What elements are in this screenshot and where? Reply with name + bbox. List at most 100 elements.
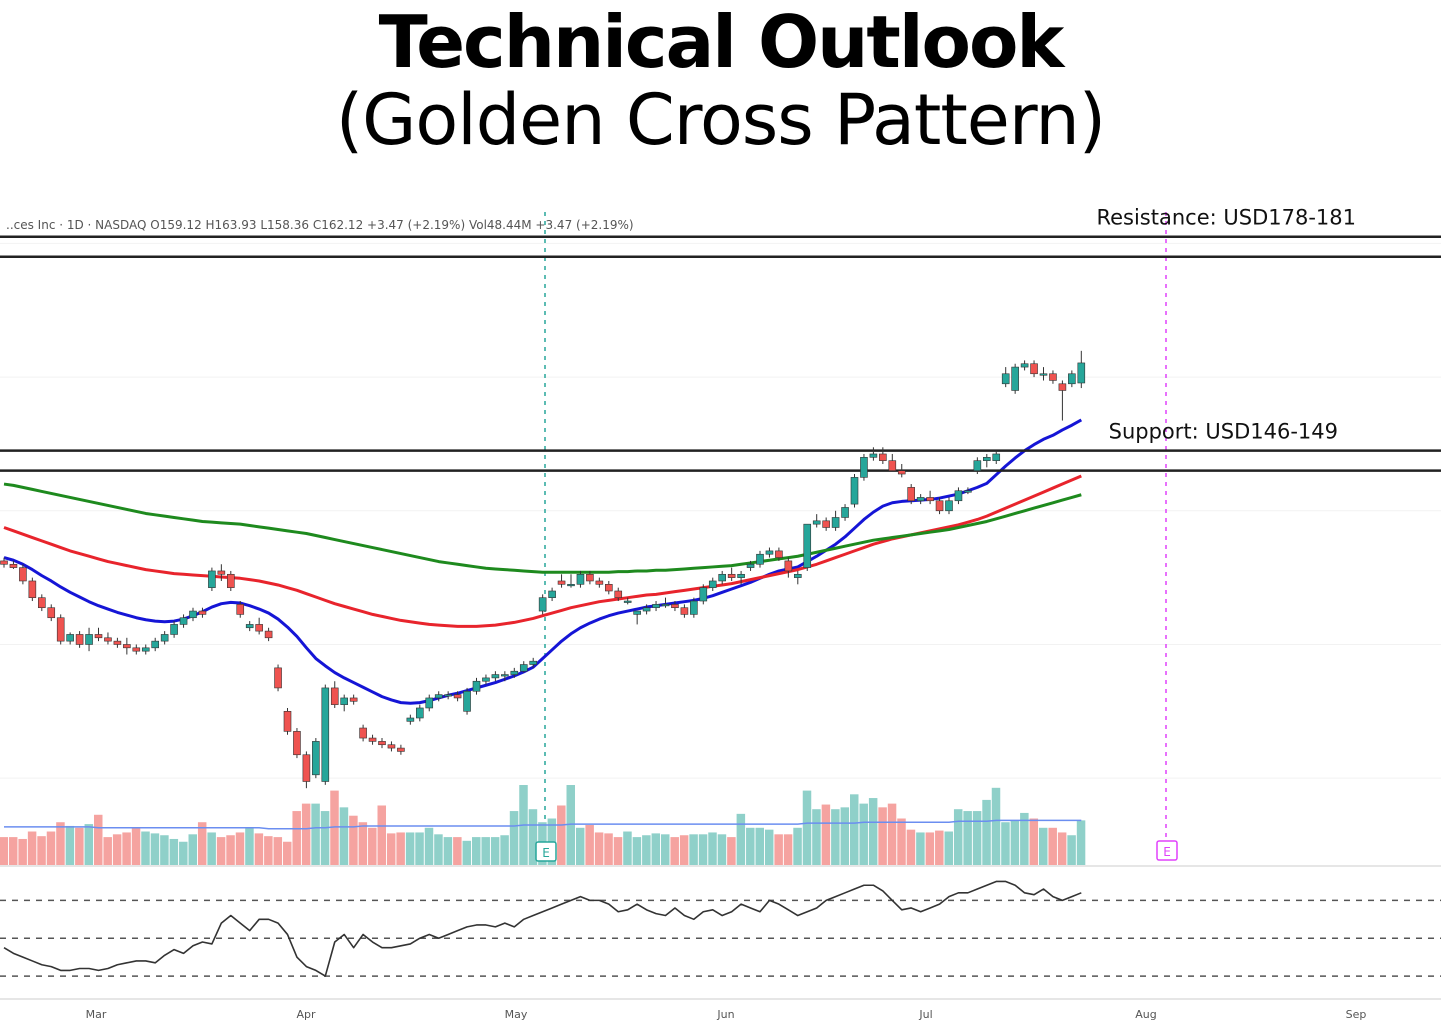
candle-body xyxy=(519,664,528,672)
candle xyxy=(255,617,263,635)
candle xyxy=(633,610,641,625)
volume-bar xyxy=(245,827,254,865)
candle xyxy=(992,450,1001,464)
candle-body xyxy=(642,607,651,612)
candle-body xyxy=(699,587,708,602)
candle-body xyxy=(94,634,103,639)
volume-bar xyxy=(264,836,273,865)
volume-bar xyxy=(982,799,991,865)
candle-body xyxy=(945,500,953,512)
volume-bar xyxy=(859,803,868,865)
volume-bar xyxy=(1067,835,1076,865)
time-axis: Mar Apr May Jun Jul Aug Sep xyxy=(86,1008,1367,1021)
volume-bar xyxy=(953,809,963,865)
volume-bar xyxy=(944,831,953,865)
candle-body xyxy=(37,597,46,609)
earnings-marker[interactable]: E xyxy=(535,841,557,862)
candle-body xyxy=(387,744,396,749)
volume-bar xyxy=(972,811,982,865)
volume-bar xyxy=(254,833,264,865)
volume-bar xyxy=(500,835,509,865)
volume-bar xyxy=(56,822,65,865)
candle xyxy=(56,614,65,645)
volume-bar xyxy=(424,827,434,865)
candle xyxy=(954,487,963,505)
volume-bar xyxy=(1010,820,1020,865)
candle xyxy=(623,597,632,605)
candle-body xyxy=(576,573,585,585)
candle-body xyxy=(1058,383,1067,391)
candle-body xyxy=(397,747,405,752)
candle-body xyxy=(340,697,349,705)
volume-bar xyxy=(377,805,386,865)
volume-bar xyxy=(623,831,632,865)
volume-bar xyxy=(585,825,594,865)
candle xyxy=(66,632,74,645)
candle xyxy=(312,738,320,779)
volume-bar xyxy=(812,809,821,865)
volume-bar xyxy=(273,837,283,865)
candle-body xyxy=(860,457,868,478)
volume-bar xyxy=(755,827,764,865)
volume-bar xyxy=(613,837,623,865)
volume-bar xyxy=(925,832,935,865)
volume-bar xyxy=(8,837,18,865)
x-tick-label: Apr xyxy=(296,1008,316,1021)
candle xyxy=(860,453,868,481)
volume-bar xyxy=(670,837,679,865)
candle xyxy=(37,594,46,612)
candle-body xyxy=(841,507,849,518)
candle xyxy=(775,547,783,561)
candle-body xyxy=(425,697,434,709)
candle-body xyxy=(302,754,311,782)
volume-bar xyxy=(594,832,604,865)
volume-bar xyxy=(566,785,575,865)
volume-bar xyxy=(1076,820,1086,865)
candle xyxy=(746,560,755,571)
rsi-line xyxy=(3,880,1082,977)
candle-body xyxy=(661,604,670,607)
candle-body xyxy=(727,573,736,578)
candle-body xyxy=(170,624,178,635)
candle-body xyxy=(378,741,386,746)
candle-body xyxy=(208,570,216,588)
candle xyxy=(519,661,528,673)
volume-bar xyxy=(131,827,141,865)
candle xyxy=(850,474,859,508)
candle-body xyxy=(255,624,263,632)
candle-body xyxy=(538,597,547,612)
x-tick-label: May xyxy=(505,1008,528,1021)
candle-body xyxy=(1039,373,1048,376)
candle xyxy=(482,674,490,685)
candle-body xyxy=(775,550,783,558)
candle xyxy=(340,694,349,712)
candle xyxy=(661,597,670,608)
volume-bar xyxy=(679,835,689,865)
candle xyxy=(406,714,415,725)
candle xyxy=(964,487,972,495)
candle-body xyxy=(1068,373,1076,385)
candle-body xyxy=(680,607,689,615)
volume-bar xyxy=(405,832,415,865)
candle xyxy=(614,587,623,602)
volume-bar xyxy=(481,837,490,865)
candle xyxy=(793,570,802,585)
candle xyxy=(1058,380,1067,421)
volume-bar xyxy=(188,834,197,865)
event-lines xyxy=(544,212,1167,845)
volume-bar xyxy=(793,827,802,865)
candle-body xyxy=(557,580,566,585)
candle-body xyxy=(604,584,613,592)
future-earnings-marker[interactable]: E xyxy=(1156,840,1178,861)
candle xyxy=(189,607,197,622)
candle xyxy=(1068,370,1076,388)
candle-body xyxy=(330,687,339,705)
candle xyxy=(274,664,282,692)
candle-body xyxy=(964,490,972,493)
candle xyxy=(132,644,141,655)
candle-body xyxy=(472,680,481,692)
candle-body xyxy=(463,690,471,712)
candle-body xyxy=(633,610,641,615)
candle-body xyxy=(869,453,878,458)
